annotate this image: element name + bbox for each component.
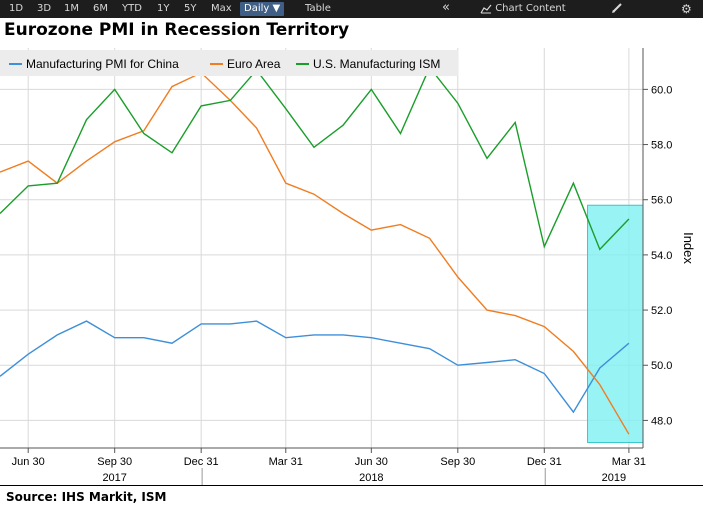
pencil-icon[interactable] [611, 2, 623, 16]
legend-label-0: Manufacturing PMI for China [26, 57, 179, 71]
highlight-box [587, 204, 644, 443]
chart-content-icon [480, 4, 492, 13]
legend-label-1: Euro Area [227, 57, 281, 71]
chart-content-label: Chart Content [495, 3, 566, 14]
range-5y-button[interactable]: 5Y [184, 3, 197, 14]
chart-area: 48.0 50.0 52.0 54.0 56.0 58.0 60.0 Index Jun 30 S… [0, 48, 696, 485]
gear-icon[interactable]: ⚙ [681, 2, 692, 16]
y-tick-label: 56.0 [651, 195, 672, 207]
range-ytd-button[interactable]: YTD [122, 3, 142, 14]
x-tick-label: Mar 31 [269, 456, 303, 468]
series-line-1 [0, 71, 630, 435]
y-tick-label: 54.0 [651, 250, 672, 262]
legend: Manufacturing PMI for China Euro Area U.S.… [0, 50, 458, 76]
x-year-label: 2018 [359, 472, 383, 484]
chart-title: Eurozone PMI in Recession Territory [4, 20, 350, 40]
range-3d-button[interactable]: 3D [37, 3, 52, 14]
x-tick-label: Jun 30 [355, 456, 388, 468]
legend-label-2: U.S. Manufacturing ISM [313, 57, 440, 71]
collapse-icon[interactable]: « [442, 0, 450, 15]
range-6m-button[interactable]: 6M [93, 3, 108, 14]
x-tick-label: Dec 31 [184, 456, 219, 468]
series-line-2 [0, 65, 630, 251]
x-tick-label: Sep 30 [440, 456, 475, 468]
table-button[interactable]: Table [305, 3, 331, 14]
y-axis-label: Index [681, 232, 696, 264]
range-max-button[interactable]: Max [211, 3, 232, 14]
pencil-icon-graphic [612, 3, 622, 13]
x-year-label: 2017 [102, 472, 126, 484]
range-1m-button[interactable]: 1M [64, 3, 79, 14]
y-tick-label: 50.0 [651, 360, 672, 372]
y-tick-label: 48.0 [651, 415, 672, 427]
footer: Source: IHS Markit, ISM [0, 485, 703, 509]
range-1y-button[interactable]: 1Y [157, 3, 170, 14]
x-tick-label: Jun 30 [12, 456, 45, 468]
source-note: Source: IHS Markit, ISM [6, 490, 167, 504]
series-line-0 [0, 320, 630, 414]
range-1d-button[interactable]: 1D [9, 3, 24, 14]
x-tick-label: Dec 31 [527, 456, 562, 468]
y-tick-label: 60.0 [651, 84, 672, 96]
frequency-dropdown[interactable]: Daily ▼ [240, 2, 285, 16]
x-tick-label: Mar 31 [612, 456, 646, 468]
chart-content-button[interactable]: Chart Content [480, 2, 566, 16]
y-tick-label: 58.0 [651, 140, 672, 152]
x-tick-label: Sep 30 [97, 456, 132, 468]
x-year-label: 2019 [602, 472, 626, 484]
plot-background [0, 48, 643, 448]
y-tick-label: 52.0 [651, 305, 672, 317]
toolbar: 1D 3D 1M 6M YTD 1Y 5Y Max Daily ▼ Table … [0, 0, 703, 18]
legend-background [0, 50, 458, 76]
